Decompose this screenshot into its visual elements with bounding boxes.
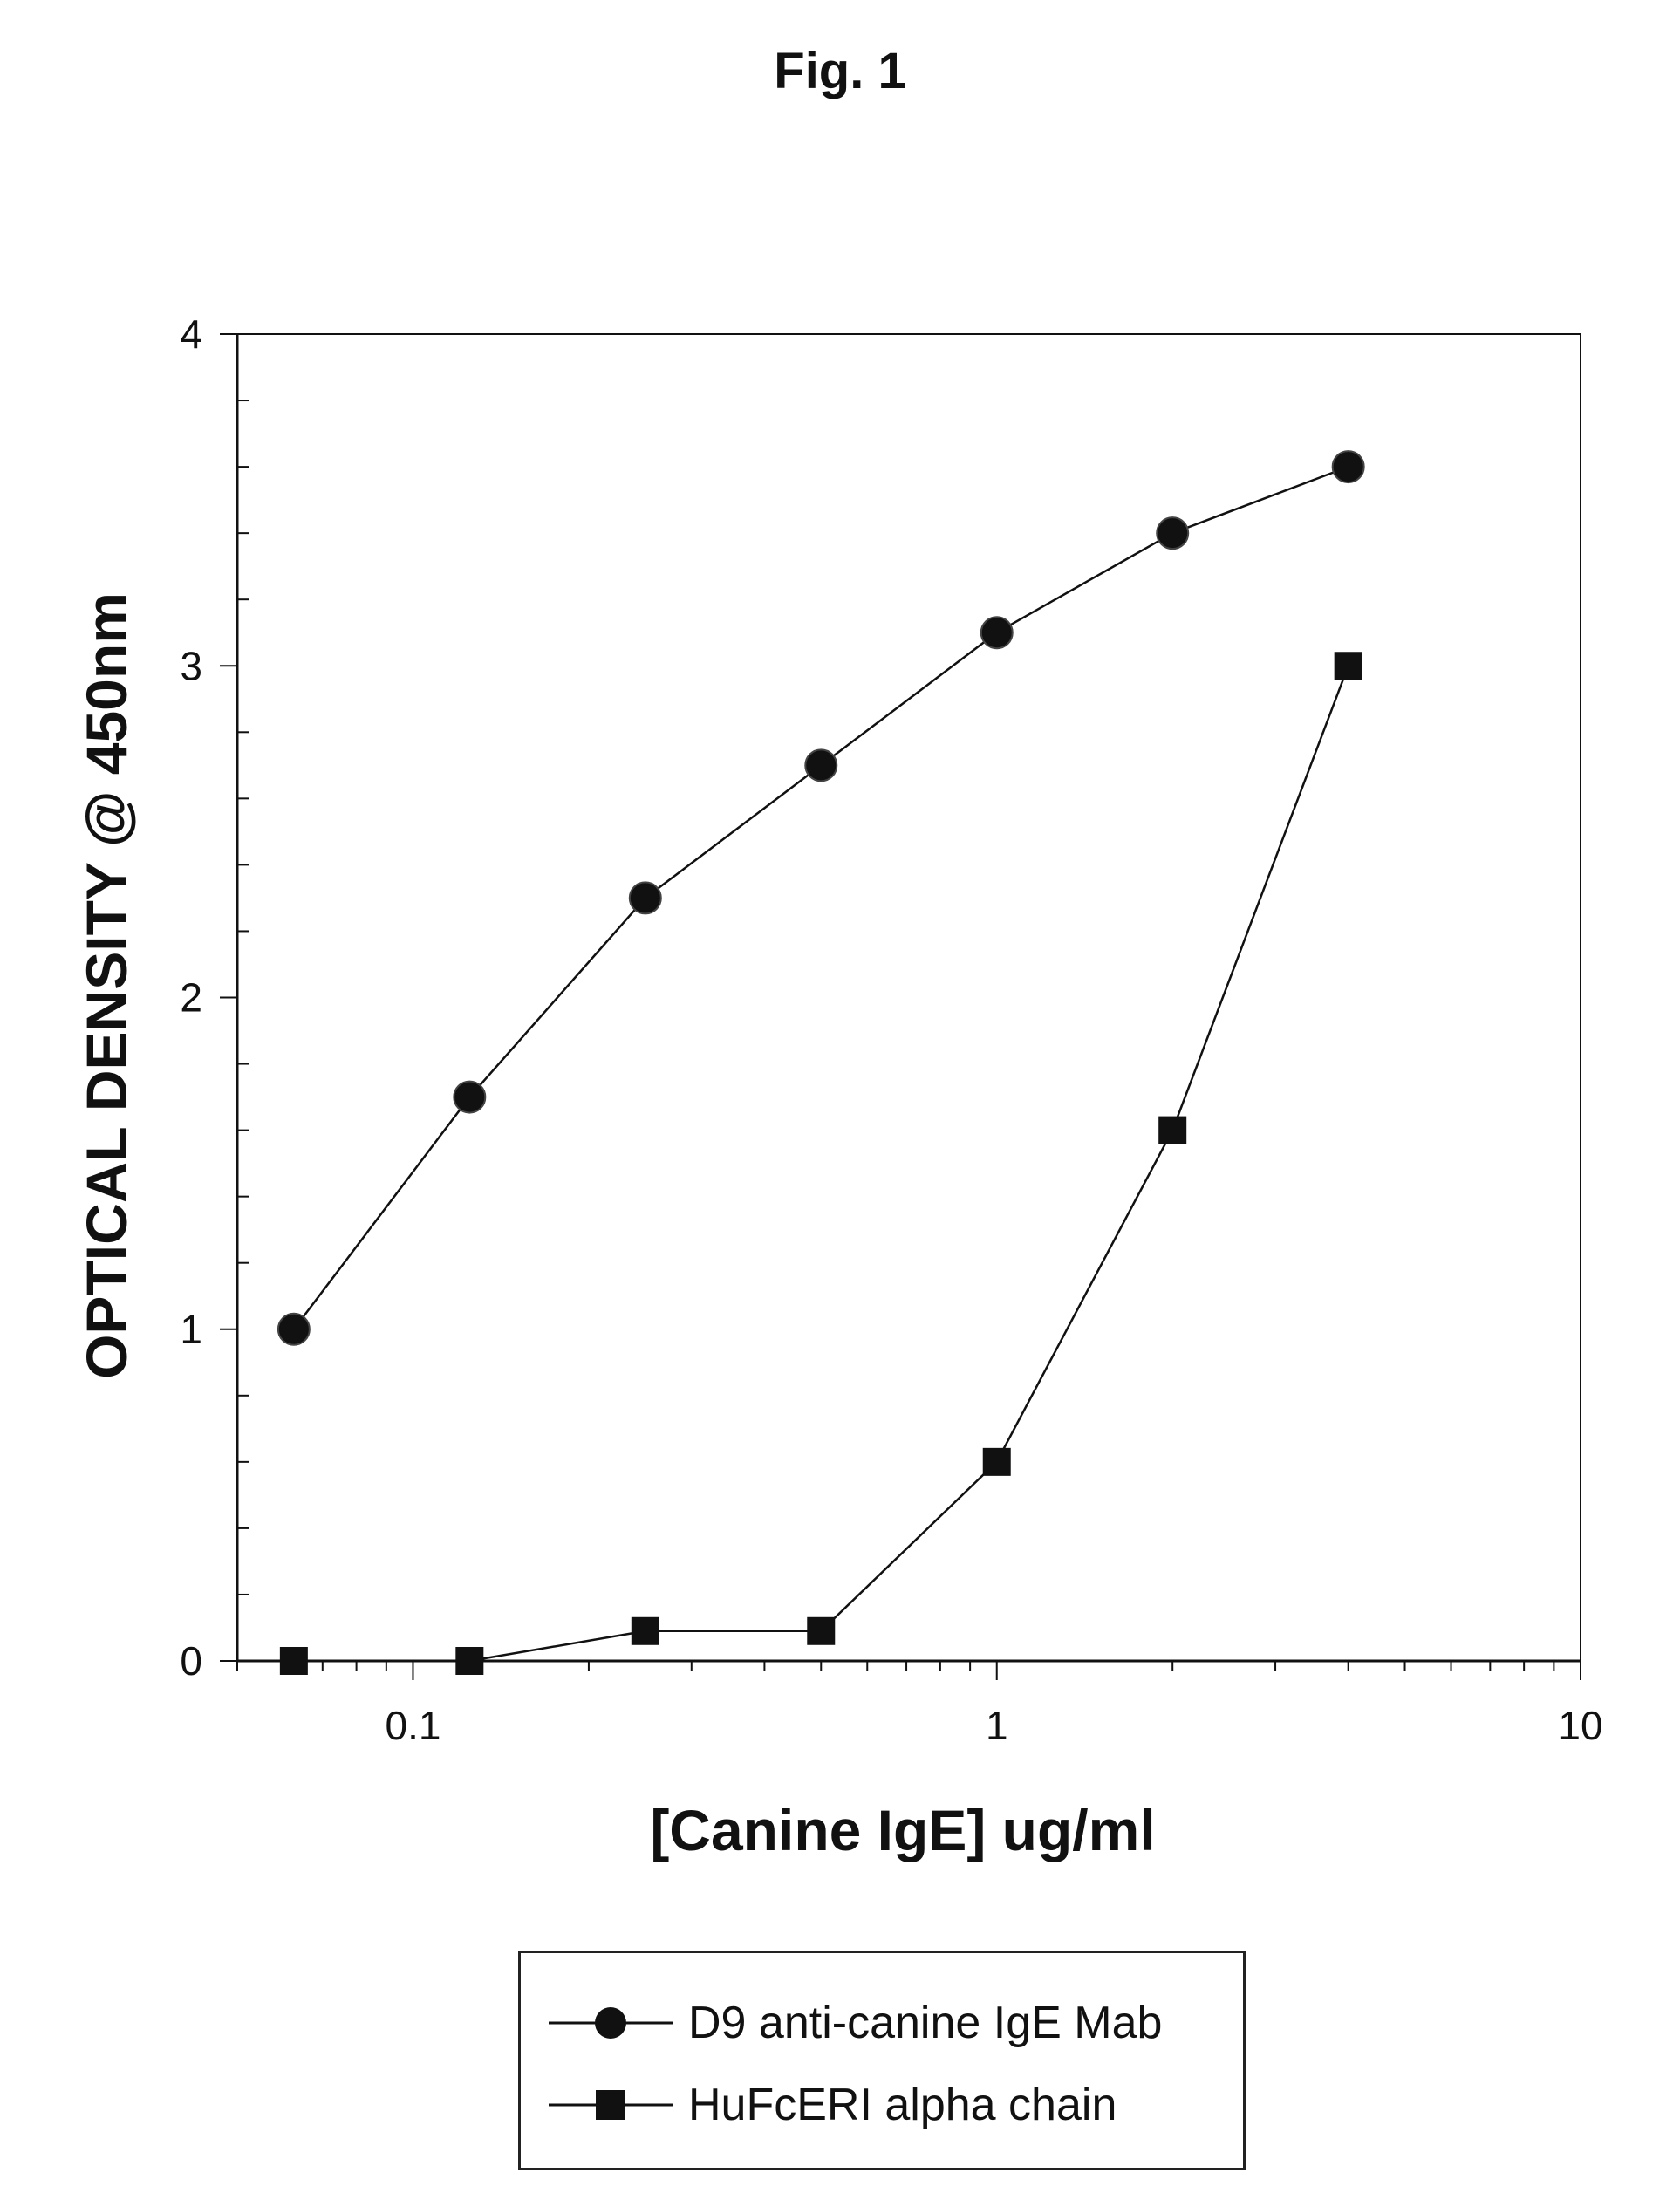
- data-point-square: [1334, 652, 1362, 680]
- legend-entry-d9: D9 anti-canine IgE Mab: [545, 1988, 1162, 2058]
- legend-label-hufceri: HuFcERI alpha chain: [688, 2080, 1117, 2130]
- legend-square-marker: [549, 2090, 673, 2120]
- y-tick-label: 2: [180, 975, 202, 1021]
- x-tick-label: 10: [1558, 1703, 1602, 1748]
- data-point-square: [631, 1616, 659, 1645]
- data-point-circle: [1156, 516, 1190, 550]
- data-point-circle: [804, 748, 838, 782]
- y-tick-label: 1: [180, 1307, 202, 1352]
- axis-ticks: 0 1 2 3 4 0.1 1 10: [180, 311, 1602, 1748]
- data-point-square: [455, 1647, 484, 1675]
- y-tick-label: 4: [180, 311, 202, 357]
- data-point-square: [1158, 1116, 1187, 1144]
- data-point-circle: [980, 616, 1014, 650]
- y-tick-label: 0: [180, 1638, 202, 1684]
- data-point-circle: [1331, 450, 1365, 484]
- y-axis-label: OPTICAL DENSITY @ 450nm: [74, 592, 139, 1379]
- series-line-1: [292, 465, 1349, 1330]
- legend-entry-hufceri: HuFcERI alpha chain: [545, 2070, 1117, 2140]
- data-point-square: [982, 1447, 1011, 1476]
- x-tick-label: 1: [986, 1703, 1008, 1748]
- x-axis-label: [Canine IgE] ug/ml: [650, 1798, 1156, 1862]
- x-tick-label: 0.1: [385, 1703, 440, 1748]
- data-point-circle: [628, 881, 662, 915]
- legend-circle-marker: [549, 2007, 673, 2039]
- data-point-square: [279, 1647, 308, 1675]
- data-point-circle: [453, 1080, 487, 1114]
- y-tick-label: 3: [180, 643, 202, 688]
- data-points: [277, 450, 1365, 1675]
- legend-label-d9: D9 anti-canine IgE Mab: [688, 1998, 1163, 2048]
- plot-frame: [236, 333, 1581, 1663]
- figure-title: Fig. 1: [774, 43, 906, 99]
- legend: D9 anti-canine IgE Mab HuFcERI alpha cha…: [518, 1951, 1246, 2170]
- data-point-square: [807, 1616, 836, 1645]
- series-line-2: [293, 665, 1349, 1663]
- series-lines: [292, 465, 1349, 1663]
- data-point-circle: [277, 1312, 311, 1346]
